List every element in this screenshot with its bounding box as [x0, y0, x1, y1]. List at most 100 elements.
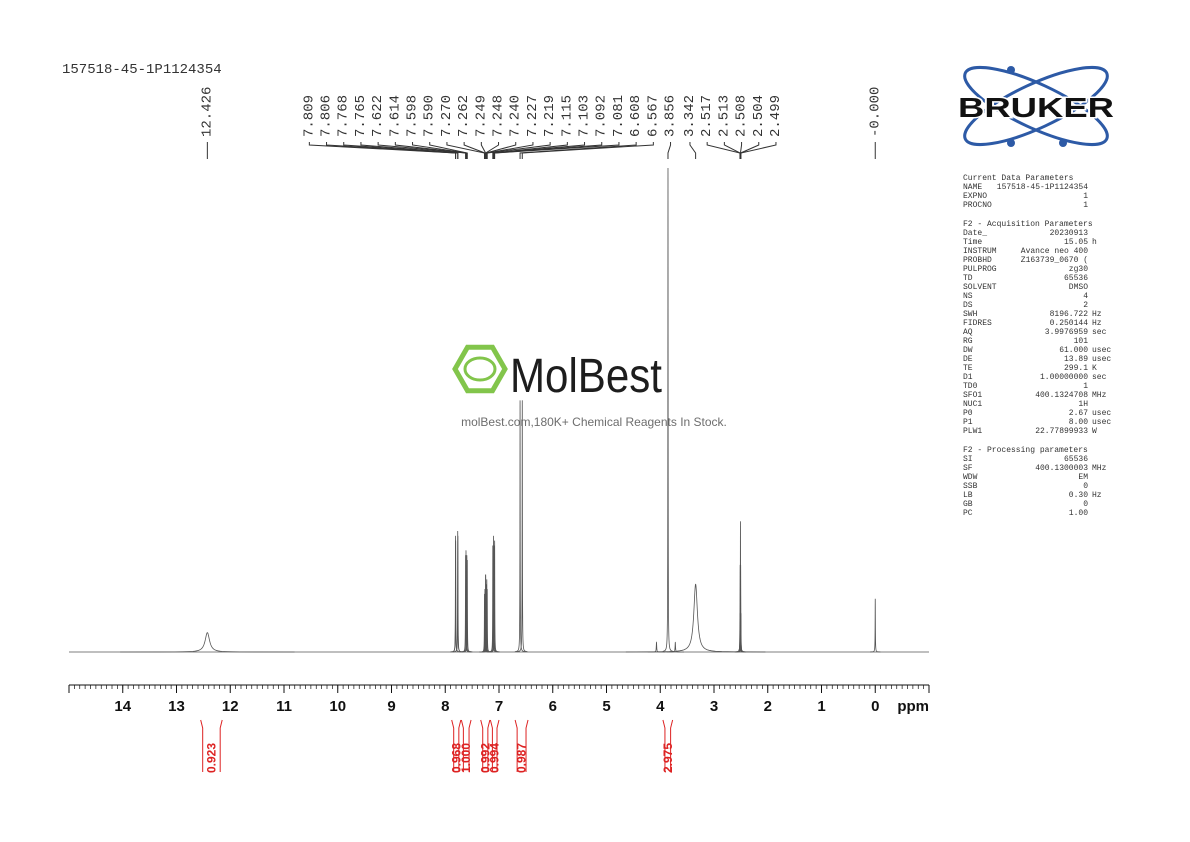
watermark: MolBest molBest.com,180K+ Chemical Reage… — [452, 344, 727, 429]
integral-value: 0.994 — [488, 743, 502, 773]
parameter-unit: K — [1092, 364, 1097, 373]
peak-label: 7.249 — [473, 95, 489, 137]
sample-title: 157518-45-1P1124354 — [62, 62, 222, 78]
parameter-value: 157518-45-1P1124354 — [997, 183, 1088, 192]
x-axis-label: ppm — [897, 698, 929, 715]
peak — [481, 588, 493, 653]
parameter-value: 1 — [1083, 382, 1088, 391]
parameter-value: 1 — [1083, 201, 1088, 210]
parameter-name: EXPNO — [963, 192, 987, 201]
peak-leader — [486, 142, 551, 159]
parameter-value: Avance neo 400 — [1021, 247, 1088, 256]
parameter-value: 400.1300003 — [1035, 464, 1088, 473]
parameter-name: Time — [963, 238, 982, 247]
parameter-value: 1H — [1078, 400, 1088, 409]
x-tick-label: 6 — [549, 698, 557, 715]
parameter-name: TD — [963, 274, 973, 283]
peak-label: 12.426 — [199, 87, 215, 137]
peak — [662, 168, 674, 652]
peak-label: 7.590 — [422, 95, 438, 137]
parameter-name: DS — [963, 301, 973, 310]
parameter-value: 101 — [1074, 337, 1089, 346]
parameter-value: DMSO — [1069, 283, 1088, 292]
peak-label: 2.504 — [751, 95, 767, 137]
parameter-name: PC — [963, 509, 973, 518]
parameter-name: PULPROG — [963, 265, 997, 274]
parameter-name: LB — [963, 491, 973, 500]
peak — [516, 400, 528, 653]
x-tick-label: 8 — [441, 698, 449, 715]
peak-label: 7.598 — [405, 95, 421, 137]
peak-leader — [493, 142, 603, 159]
peak — [450, 540, 461, 653]
parameter-name: RG — [963, 337, 973, 346]
dot — [1007, 139, 1015, 147]
peak-leader — [740, 142, 777, 159]
x-tick-label: 0 — [871, 698, 879, 715]
parameter-section: F2 - Acquisition Parameters — [963, 220, 1093, 229]
parameter-unit: sec — [1092, 328, 1107, 337]
x-tick-label: 9 — [387, 698, 395, 715]
parameter-name: FIDRES — [963, 319, 992, 328]
bruker-logo: BRUKER — [957, 65, 1116, 147]
peak — [120, 632, 295, 653]
parameter-value: 400.1324708 — [1035, 391, 1088, 400]
parameter-unit: usec — [1092, 418, 1111, 427]
orbit — [963, 65, 1109, 147]
peak-leader — [394, 142, 467, 159]
x-tick-label: 1 — [817, 698, 825, 715]
x-tick-label: 14 — [114, 698, 131, 715]
parameter-value: 0 — [1083, 482, 1088, 491]
integral-bracket — [662, 719, 674, 772]
parameter-value: 299.1 — [1064, 364, 1088, 373]
parameter-value: 0.30 — [1069, 491, 1088, 500]
parameter-name: NUC1 — [963, 400, 982, 409]
parameter-value: 0 — [1083, 500, 1088, 509]
parameter-value: 13.89 — [1064, 355, 1088, 364]
integral-value: 0.992 — [478, 743, 492, 773]
peak-label: 7.806 — [319, 95, 335, 137]
orbit — [963, 65, 1109, 147]
parameter-unit: usec — [1092, 409, 1111, 418]
dot — [1007, 66, 1015, 74]
parameter-value: 2.67 — [1069, 409, 1088, 418]
parameter-value: 1.00 — [1069, 509, 1088, 518]
peak-label: 7.219 — [542, 95, 558, 137]
parameter-unit: MHz — [1092, 464, 1107, 473]
peak — [462, 559, 473, 653]
integral-value: 0.968 — [449, 743, 463, 773]
peak-label: 7.622 — [370, 95, 386, 137]
peak-leader — [485, 142, 517, 159]
parameter-value: Z163739_0670 ( — [1021, 256, 1088, 265]
parameter-name: SSB — [963, 482, 978, 491]
peak — [489, 540, 500, 653]
integral-bracket — [514, 719, 529, 772]
peak-label: 2.517 — [699, 95, 715, 137]
parameter-value: 61.000 — [1059, 346, 1088, 355]
peak-label: 7.768 — [336, 95, 352, 137]
integral-bracket — [460, 719, 472, 772]
parameter-value: 22.77899933 — [1035, 427, 1088, 436]
x-tick-label: 12 — [222, 698, 239, 715]
integral-bracket — [480, 719, 491, 772]
parameter-unit: Hz — [1092, 310, 1102, 319]
parameter-value: 65536 — [1064, 274, 1088, 283]
parameter-value: 20230913 — [1050, 229, 1089, 238]
parameter-name: SWH — [963, 310, 978, 319]
parameter-name: P0 — [963, 409, 973, 418]
parameter-name: P1 — [963, 418, 973, 427]
watermark-icon — [452, 344, 508, 394]
peak-label: 2.513 — [716, 95, 732, 137]
peak-leader — [519, 142, 637, 159]
parameter-value: 0.250144 — [1050, 319, 1089, 328]
peak-label: 2.508 — [734, 95, 750, 137]
parameter-value: 1 — [1083, 192, 1088, 201]
parameter-value: 8.00 — [1069, 418, 1088, 427]
x-tick-label: 10 — [329, 698, 346, 715]
logo-text: BRUKER — [958, 92, 1114, 123]
peak-leader — [492, 142, 568, 159]
x-tick-label: 4 — [656, 698, 665, 715]
peak-label: 3.856 — [663, 95, 679, 137]
peak-label: 7.103 — [577, 95, 593, 137]
